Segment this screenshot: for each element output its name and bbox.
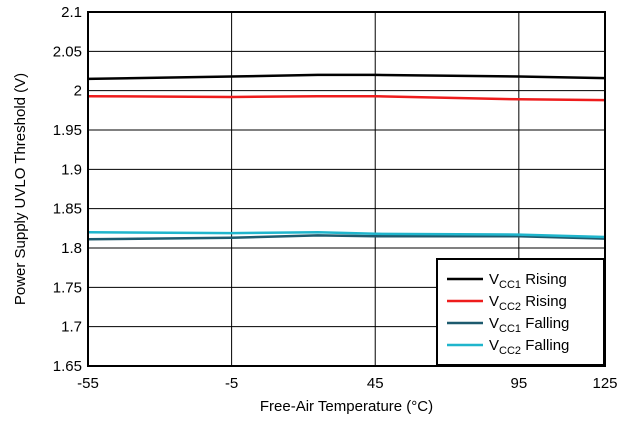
legend-label: VCC1 Falling [489, 315, 569, 335]
series-line [87, 73, 606, 81]
y-tick-label: 1.8 [61, 240, 82, 257]
x-tick-label: 45 [367, 375, 384, 392]
plot-area [87, 11, 606, 367]
y-tick-label: 2 [74, 83, 82, 100]
y-axis-title: Power Supply UVLO Threshold (V) [12, 73, 29, 305]
x-axis-title: Free-Air Temperature (°C) [260, 398, 433, 415]
x-tick-label: 125 [592, 375, 617, 392]
series-lines [87, 73, 606, 241]
series-line [87, 234, 606, 241]
y-tick-label: 2.1 [61, 4, 82, 21]
legend-label: VCC2 Falling [489, 337, 569, 357]
y-tick-label: 1.65 [53, 358, 82, 375]
legend-label: VCC2 Rising [489, 293, 567, 313]
y-tick-label: 1.95 [53, 122, 82, 139]
series-line [87, 231, 606, 239]
y-tick-label: 1.7 [61, 319, 82, 336]
y-tick-label: 1.85 [53, 201, 82, 218]
x-tick-label: -5 [225, 375, 238, 392]
x-tick-label: -55 [77, 375, 99, 392]
legend-box [436, 258, 605, 366]
y-tick-label: 1.75 [53, 279, 82, 296]
series-line [87, 94, 606, 102]
legend-label: VCC1 Rising [489, 271, 567, 291]
x-tick-label: 95 [510, 375, 527, 392]
x-tick-labels: -55 -5 45 95 125 [77, 375, 617, 392]
y-tick-label: 2.05 [53, 43, 82, 60]
y-tick-label: 1.9 [61, 161, 82, 178]
y-tick-labels: 1.65 1.7 1.75 1.8 1.85 1.9 1.95 2 2.05 2.1 [53, 4, 82, 375]
